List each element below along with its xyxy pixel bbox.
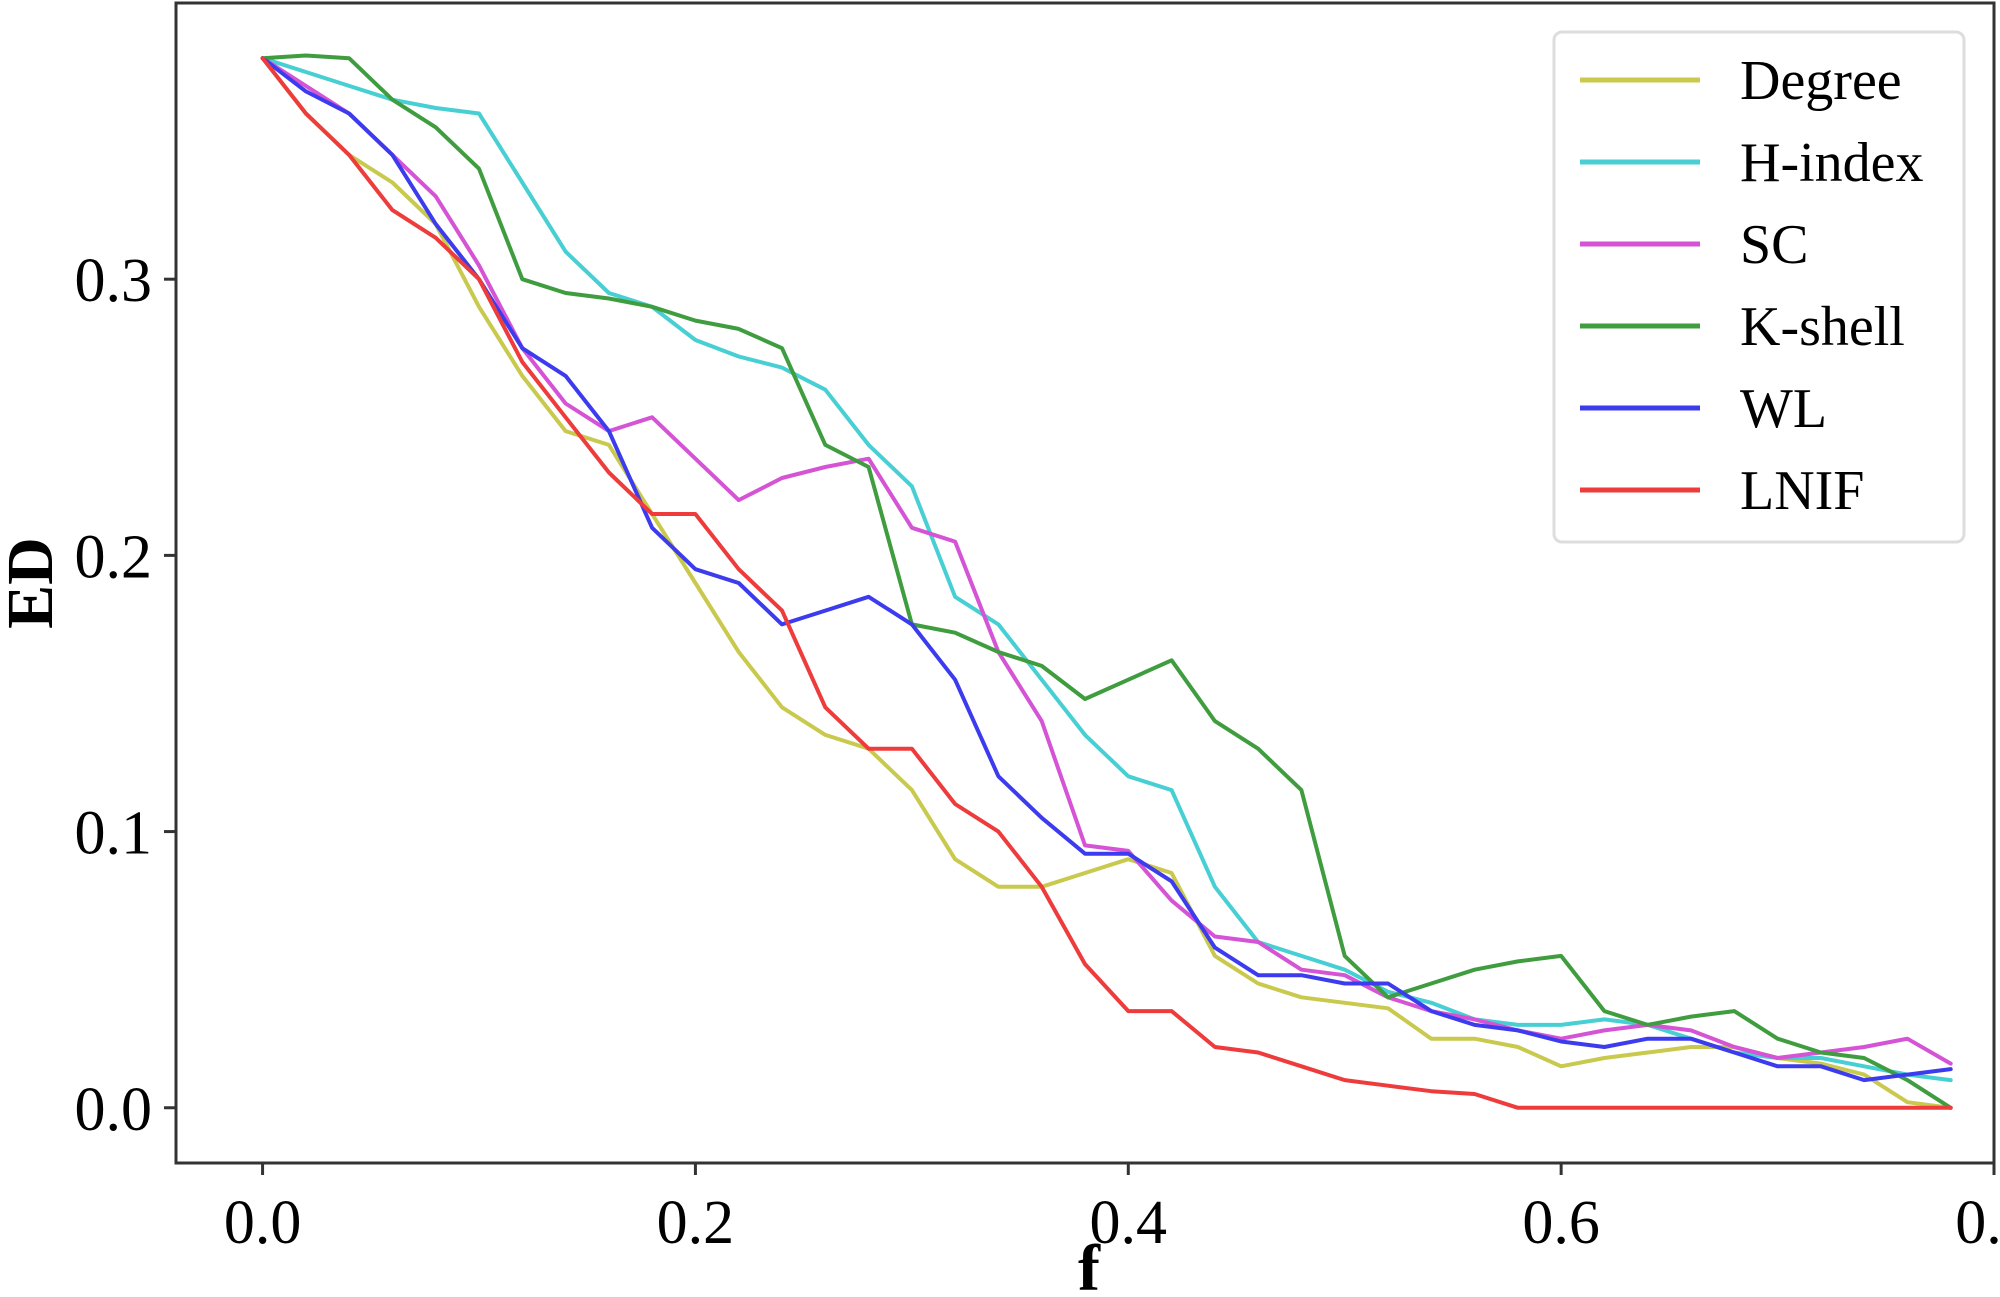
x-tick-label: 0.6 [1522,1189,1600,1257]
x-tick-label: 0.0 [224,1189,302,1257]
series-line-wl [260,56,1953,1083]
y-axis-ticks: 0.0 0.1 0.2 0.3 [75,247,176,1144]
legend-label-lnif: LNIF [1740,460,1864,522]
legend-label-h-index: H-index [1740,132,1924,194]
y-tick-label: 0.1 [75,800,153,868]
series-line-lnif [260,56,1953,1110]
y-tick-label: 0.0 [75,1076,153,1144]
legend-label-sc: SC [1740,214,1809,276]
series-line-sc [260,56,1953,1066]
x-tick-label: 0.8 [1955,1189,2000,1257]
x-tick-label: 0.2 [657,1189,735,1257]
y-axis-label: ED [0,537,67,629]
x-axis-ticks: 0.0 0.2 0.4 0.6 0.8 [224,1163,2000,1257]
x-axis-label: f [1078,1232,1101,1297]
series-lines [260,53,1953,1110]
y-tick-label: 0.3 [75,247,153,315]
plot-frame [174,1,1996,1165]
x-tick-label: 0.4 [1090,1189,1168,1257]
legend-label-wl: WL [1740,378,1827,440]
legend: Degree H-index SC K-shell WL LNIF [1552,30,1966,544]
legend-label-degree: Degree [1740,50,1902,112]
series-line-k-shell [260,53,1953,1110]
series-line-h-index [260,56,1953,1083]
series-line-degree [260,56,1953,1110]
legend-label-k-shell: K-shell [1740,296,1905,358]
y-tick-label: 0.2 [75,523,153,591]
